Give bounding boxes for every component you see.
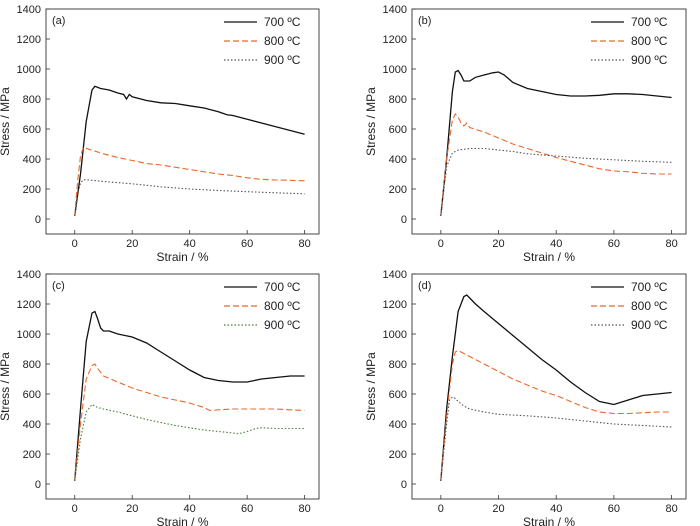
x-axis-label: Strain / % (523, 250, 575, 264)
y-axis-label: Stress / MPa (364, 87, 378, 156)
chart-panel: 0 20 40 60 800200400600800100012001400Strain… (0, 4, 320, 264)
series-line (440, 294, 672, 482)
y-tick-label: 800 (23, 94, 41, 106)
series-line (74, 179, 305, 217)
series-line (440, 113, 672, 217)
y-tick-label: 1400 (383, 4, 407, 16)
x-tick-label: 0 (438, 238, 444, 250)
x-tick-label: 20 (492, 503, 504, 515)
series-line (440, 69, 672, 217)
series-line (74, 403, 305, 482)
legend-label: 900 ºC (264, 53, 301, 67)
y-tick-label: 1400 (383, 269, 407, 281)
y-axis-label: Stress / MPa (0, 87, 12, 156)
x-axis-label: Strain / % (523, 515, 575, 526)
y-tick-label: 1400 (17, 4, 41, 16)
series-line (440, 349, 672, 482)
x-tick-label: 80 (665, 503, 677, 515)
chart-panel: 0 20 40 60 800200400600800100012001400Strain… (364, 269, 687, 526)
y-tick-label: 1200 (383, 34, 407, 46)
series-line (74, 363, 305, 482)
y-axis-label: Stress / MPa (364, 352, 378, 421)
chart-panel: 0 20 40 60 800200400600800100012001400Strain… (364, 4, 687, 264)
x-tick-label: 20 (492, 238, 504, 250)
y-tick-label: 0 (35, 479, 41, 491)
legend-label: 900 ºC (631, 53, 668, 67)
y-tick-label: 1200 (383, 299, 407, 311)
y-tick-label: 600 (389, 389, 407, 401)
y-tick-label: 200 (23, 449, 41, 461)
legend-label: 800 ºC (264, 299, 301, 313)
y-tick-label: 400 (389, 419, 407, 431)
y-tick-label: 800 (389, 94, 407, 106)
y-tick-label: 1000 (17, 64, 41, 76)
panel-label: (d) (418, 280, 431, 292)
panel-label: (c) (52, 280, 65, 292)
x-tick-label: 80 (299, 503, 311, 515)
x-tick-label: 80 (299, 238, 311, 250)
legend-label: 900 ºC (631, 318, 668, 332)
x-axis-label: Strain / % (156, 515, 208, 526)
x-tick-label: 0 (438, 503, 444, 515)
y-tick-label: 400 (389, 154, 407, 166)
y-tick-label: 600 (23, 124, 41, 136)
plot-frame (45, 273, 320, 500)
x-axis-label: Strain / % (156, 250, 208, 264)
x-tick-label: 60 (241, 503, 253, 515)
legend-label: 700 ºC (631, 280, 668, 294)
x-tick-label: 40 (550, 503, 562, 515)
y-tick-label: 200 (389, 449, 407, 461)
y-tick-label: 400 (23, 419, 41, 431)
legend-label: 800 ºC (631, 299, 668, 313)
chart-panel: 0 20 40 60 800200400600800100012001400Strain… (0, 269, 320, 526)
y-tick-label: 0 (35, 214, 41, 226)
y-tick-label: 1000 (383, 329, 407, 341)
x-tick-label: 40 (184, 238, 196, 250)
x-tick-label: 60 (608, 503, 620, 515)
x-tick-label: 80 (665, 238, 677, 250)
y-tick-label: 800 (389, 359, 407, 371)
legend-label: 900 ºC (264, 318, 301, 332)
legend-label: 700 ºC (631, 15, 668, 29)
y-tick-label: 200 (23, 184, 41, 196)
legend-label: 800 ºC (264, 34, 301, 48)
y-tick-label: 400 (23, 154, 41, 166)
plot-frame (411, 273, 687, 500)
x-tick-label: 40 (550, 238, 562, 250)
legend-label: 800 ºC (631, 34, 668, 48)
y-tick-label: 800 (23, 359, 41, 371)
series-line (440, 396, 672, 482)
series-line (74, 85, 305, 217)
x-tick-label: 20 (126, 238, 138, 250)
series-line (440, 147, 672, 217)
y-tick-label: 200 (389, 184, 407, 196)
y-tick-label: 1400 (17, 269, 41, 281)
y-tick-label: 1000 (383, 64, 407, 76)
y-tick-label: 600 (389, 124, 407, 136)
x-tick-label: 60 (241, 238, 253, 250)
plot-frame (45, 8, 320, 235)
y-tick-label: 0 (401, 214, 407, 226)
x-tick-label: 40 (184, 503, 196, 515)
panel-label: (b) (418, 15, 431, 27)
x-tick-label: 0 (72, 238, 78, 250)
y-tick-label: 1200 (17, 34, 41, 46)
x-tick-label: 60 (608, 238, 620, 250)
series-line (74, 146, 305, 217)
legend-label: 700 ºC (264, 280, 301, 294)
x-tick-label: 20 (126, 503, 138, 515)
y-tick-label: 600 (23, 389, 41, 401)
plot-frame (411, 8, 687, 235)
x-tick-label: 0 (72, 503, 78, 515)
legend-label: 700 ºC (264, 15, 301, 29)
y-tick-label: 0 (401, 479, 407, 491)
y-tick-label: 1200 (17, 299, 41, 311)
series-line (74, 310, 305, 482)
y-tick-label: 1000 (17, 329, 41, 341)
panel-label: (a) (52, 15, 65, 27)
y-axis-label: Stress / MPa (0, 352, 12, 421)
